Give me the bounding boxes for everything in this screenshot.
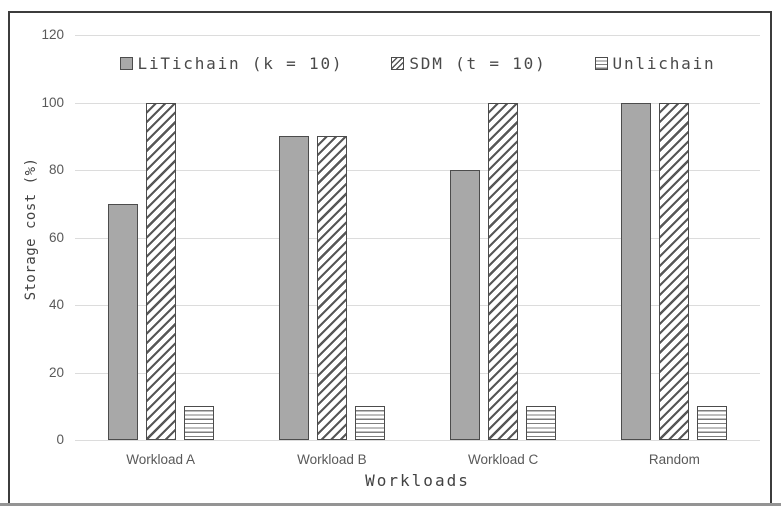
bar-group-workload-c	[418, 35, 589, 440]
legend: LiTichain (k = 10) SDM (t = 10) Unlichai…	[75, 52, 760, 74]
gridline-y-80	[75, 170, 760, 171]
legend-item-sdm: SDM (t = 10)	[391, 54, 546, 73]
legend-label: Unlichain	[612, 53, 716, 73]
y-tick-label-0: 0	[56, 432, 64, 447]
x-axis-title: Workloads	[365, 471, 470, 490]
bar-sdm-random	[659, 102, 690, 440]
legend-label: SDM (t = 10)	[409, 53, 547, 73]
gridline-y-20	[75, 372, 760, 374]
bar-sdm-workload-c	[488, 102, 519, 440]
bar-unlichain-workload-c	[526, 406, 557, 440]
y-tick-label-100: 100	[41, 94, 64, 110]
bar-sdm-workload-a	[145, 102, 176, 440]
legend-label: LiTichain (k = 10)	[137, 53, 344, 73]
bar-litichain-workload-b	[278, 136, 309, 440]
y-tick-label-80: 80	[48, 162, 64, 177]
gridline-y-0	[75, 440, 760, 441]
x-tick-label-workload-b: Workload B	[297, 452, 367, 467]
gridline-y-60	[75, 237, 760, 239]
y-tick-label-40: 40	[48, 297, 64, 312]
unlichain-swatch-icon	[594, 56, 608, 70]
bar-unlichain-random	[697, 406, 728, 440]
gridline-y-120	[75, 35, 760, 36]
figure-bottom-rule	[0, 503, 781, 506]
y-tick-label-20: 20	[48, 364, 64, 380]
bar-unlichain-workload-b	[354, 406, 385, 440]
bar-group-workload-b	[246, 35, 417, 440]
bar-group-workload-a	[75, 35, 246, 440]
bar-sdm-workload-b	[316, 136, 347, 440]
gridline-y-100	[75, 102, 760, 104]
bar-litichain-workload-c	[450, 170, 481, 440]
y-tick-label-60: 60	[48, 229, 64, 245]
litichain-swatch-icon	[119, 56, 133, 70]
legend-item-litichain: LiTichain (k = 10)	[119, 53, 344, 73]
gridline-y-40	[75, 305, 760, 306]
y-tick-label-120: 120	[41, 27, 64, 42]
bar-group-random	[589, 35, 760, 440]
bar-unlichain-workload-a	[183, 406, 214, 440]
sdm-swatch-icon	[391, 56, 405, 70]
bar-litichain-random	[621, 102, 652, 440]
x-tick-label-workload-a: Workload A	[126, 452, 196, 467]
legend-item-unlichain: Unlichain	[594, 53, 716, 73]
x-tick-label-workload-c: Workload C	[467, 452, 539, 467]
x-tick-label-random: Random	[648, 452, 700, 467]
plot-area	[75, 35, 760, 441]
bar-litichain-workload-a	[107, 203, 138, 440]
